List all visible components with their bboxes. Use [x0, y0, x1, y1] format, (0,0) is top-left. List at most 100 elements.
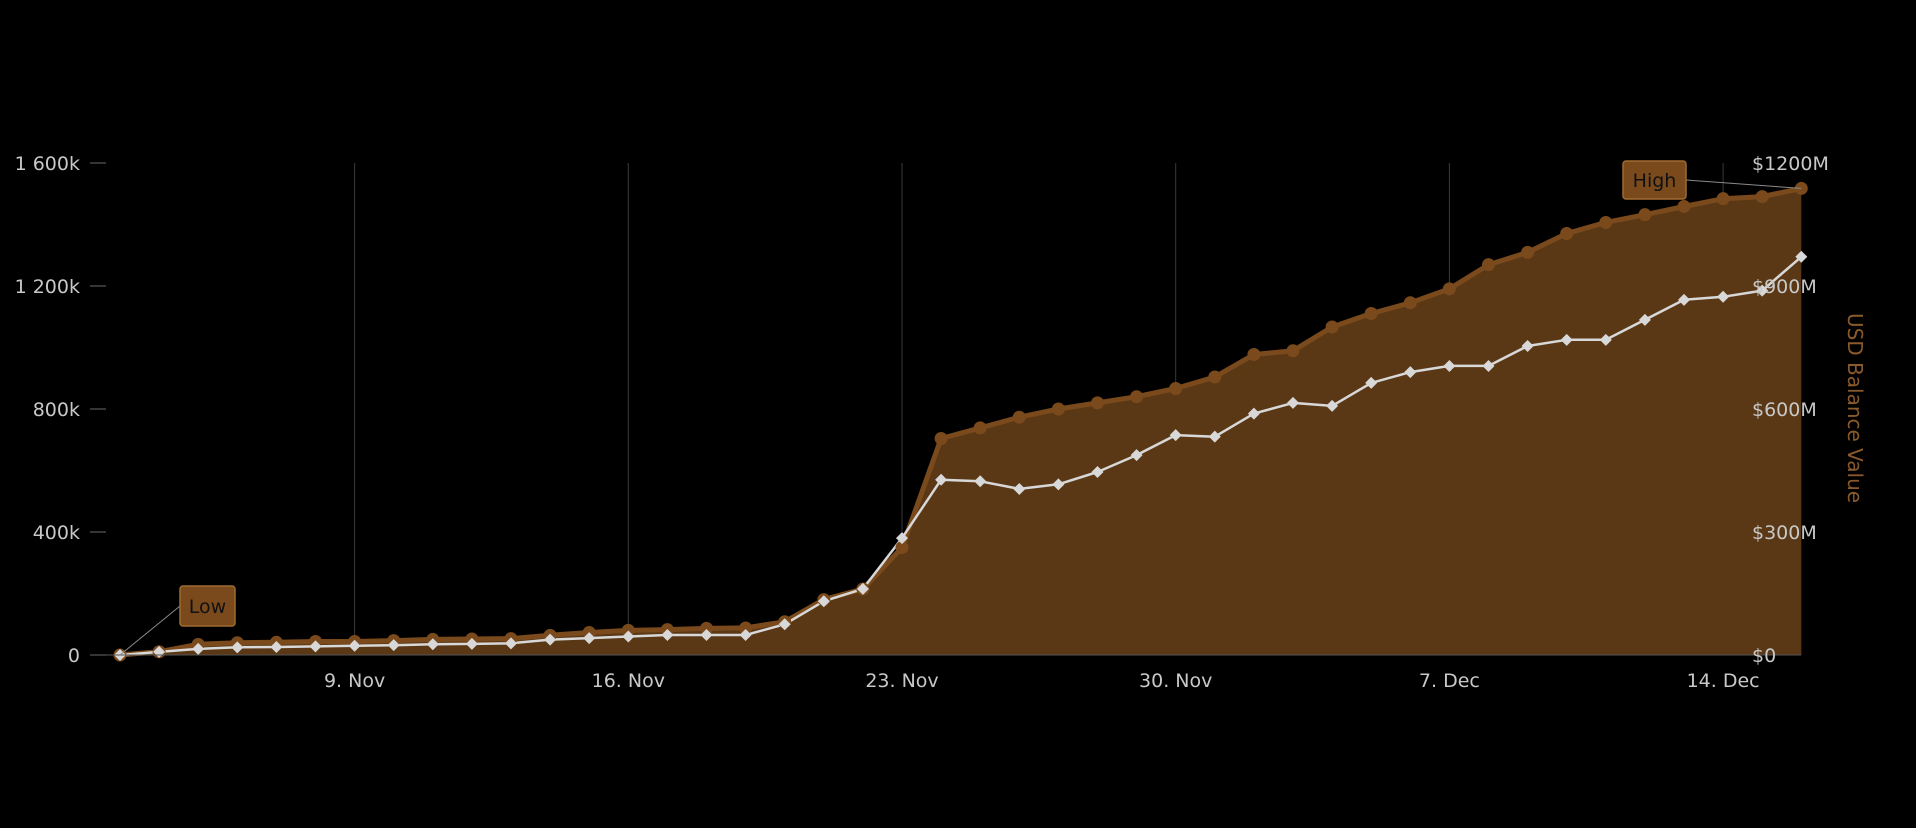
- usd-data-point[interactable]: [1403, 296, 1417, 310]
- y-left-tick-label: 1 600k: [15, 153, 80, 175]
- annotation-box-high: [1622, 160, 1687, 200]
- marker-layer: [113, 181, 1808, 662]
- usd-data-point[interactable]: [1560, 227, 1574, 241]
- usd-data-point[interactable]: [1051, 402, 1065, 416]
- count-data-point[interactable]: [1638, 313, 1651, 326]
- count-data-point[interactable]: [1130, 449, 1143, 462]
- count-data-point[interactable]: [661, 629, 674, 642]
- usd-data-point[interactable]: [1130, 390, 1144, 404]
- y-left-tick-label: 400k: [33, 522, 80, 544]
- usd-data-point[interactable]: [1208, 370, 1222, 384]
- anno-layer: Low High: [119, 160, 1802, 656]
- count-data-point[interactable]: [935, 473, 948, 486]
- usd-data-point[interactable]: [1599, 215, 1613, 229]
- count-data-point[interactable]: [1717, 290, 1730, 303]
- area-layer: [120, 188, 1802, 655]
- usd-data-point[interactable]: [934, 432, 948, 446]
- count-data-point[interactable]: [1287, 396, 1299, 409]
- x-tick-label: 7. Dec: [1419, 670, 1480, 692]
- usd-data-point[interactable]: [1247, 347, 1261, 361]
- y-right-tick-label: $900M: [1752, 276, 1817, 298]
- count-data-point[interactable]: [1208, 430, 1221, 443]
- count-data-point[interactable]: [1247, 407, 1260, 420]
- usd-data-point[interactable]: [895, 541, 909, 555]
- count-data-point[interactable]: [817, 595, 830, 608]
- series-line-usd: [119, 185, 1802, 658]
- count-data-point[interactable]: [1326, 399, 1339, 412]
- annotation-connector: [1685, 179, 1802, 189]
- usd-data-point[interactable]: [1755, 190, 1769, 204]
- axis-layer: 9. Nov 16. Nov 23. Nov 30. Nov 7. Dec 14. Dec…: [15, 153, 1829, 692]
- count-data-point[interactable]: [1756, 284, 1769, 297]
- x-tick-label: 9. Nov: [324, 670, 385, 692]
- count-data-point[interactable]: [700, 629, 713, 642]
- count-data-point[interactable]: [1795, 250, 1808, 263]
- count-data-point[interactable]: [896, 532, 908, 545]
- count-data-point[interactable]: [1443, 359, 1456, 372]
- right-axis-title: USD Balance Value: [1843, 313, 1867, 503]
- annotation-label-high: High: [1633, 170, 1677, 192]
- count-data-point[interactable]: [1560, 333, 1573, 346]
- line-layer: [119, 185, 1803, 658]
- usd-data-point[interactable]: [739, 621, 753, 635]
- count-data-point[interactable]: [1013, 482, 1026, 495]
- usd-data-point[interactable]: [1286, 344, 1300, 358]
- count-data-point[interactable]: [1599, 333, 1612, 346]
- count-data-point[interactable]: [544, 633, 557, 646]
- y-left-tick-label: 0: [68, 645, 80, 667]
- count-data-point[interactable]: [192, 642, 205, 655]
- usd-data-point[interactable]: [1482, 258, 1495, 272]
- y-right-tick-label: $600M: [1752, 399, 1817, 421]
- count-data-point[interactable]: [387, 639, 400, 652]
- annotation-label-low: Low: [189, 596, 226, 618]
- count-data-point[interactable]: [739, 629, 752, 642]
- usd-data-point[interactable]: [1638, 208, 1652, 222]
- count-data-point[interactable]: [856, 582, 869, 595]
- count-data-point[interactable]: [1521, 339, 1534, 352]
- count-data-point[interactable]: [1482, 359, 1495, 372]
- y-left-tick-label: 800k: [33, 399, 80, 421]
- count-data-point[interactable]: [1678, 293, 1690, 306]
- usd-data-point[interactable]: [973, 421, 987, 435]
- count-data-point[interactable]: [1404, 366, 1417, 379]
- count-data-point[interactable]: [1365, 376, 1378, 389]
- usd-data-point[interactable]: [1521, 245, 1535, 259]
- count-data-point[interactable]: [231, 641, 244, 654]
- usd-data-point[interactable]: [700, 621, 713, 635]
- usd-data-point[interactable]: [1091, 396, 1104, 410]
- usd-data-point[interactable]: [1169, 382, 1183, 395]
- x-tick-label: 14. Dec: [1687, 670, 1760, 692]
- count-data-point[interactable]: [465, 637, 478, 650]
- count-data-point[interactable]: [778, 618, 791, 631]
- count-data-point[interactable]: [309, 640, 322, 653]
- count-data-point[interactable]: [1052, 478, 1065, 491]
- series-line-count: [119, 255, 1803, 657]
- series-area-fill: [120, 188, 1802, 655]
- usd-data-point[interactable]: [1325, 320, 1339, 334]
- y-right-tick-label: $1200M: [1752, 153, 1829, 175]
- usd-data-point[interactable]: [1677, 199, 1691, 213]
- annotation-box-low: [179, 585, 236, 627]
- x-tick-label: 16. Nov: [592, 670, 665, 692]
- y-right-tick-label: $300M: [1752, 522, 1817, 544]
- usd-data-point[interactable]: [1442, 282, 1456, 296]
- usd-data-point[interactable]: [621, 623, 635, 637]
- count-data-point[interactable]: [583, 632, 596, 645]
- y-right-tick-label: $0: [1752, 645, 1776, 667]
- annotation-connector: [119, 605, 181, 656]
- count-data-point[interactable]: [270, 641, 283, 654]
- count-data-point[interactable]: [348, 639, 361, 652]
- count-data-point[interactable]: [622, 630, 635, 643]
- count-data-point[interactable]: [426, 638, 439, 651]
- x-tick-label: 30. Nov: [1139, 670, 1212, 692]
- count-data-point[interactable]: [505, 637, 517, 650]
- x-tick-label: 23. Nov: [865, 670, 938, 692]
- usd-data-point[interactable]: [1012, 410, 1026, 424]
- count-data-point[interactable]: [1169, 429, 1182, 442]
- count-data-point[interactable]: [1091, 466, 1104, 479]
- usd-data-point[interactable]: [1364, 306, 1378, 320]
- y-left-tick-label: 1 200k: [15, 276, 80, 298]
- usd-data-point[interactable]: [1716, 192, 1730, 206]
- count-data-point[interactable]: [974, 475, 987, 488]
